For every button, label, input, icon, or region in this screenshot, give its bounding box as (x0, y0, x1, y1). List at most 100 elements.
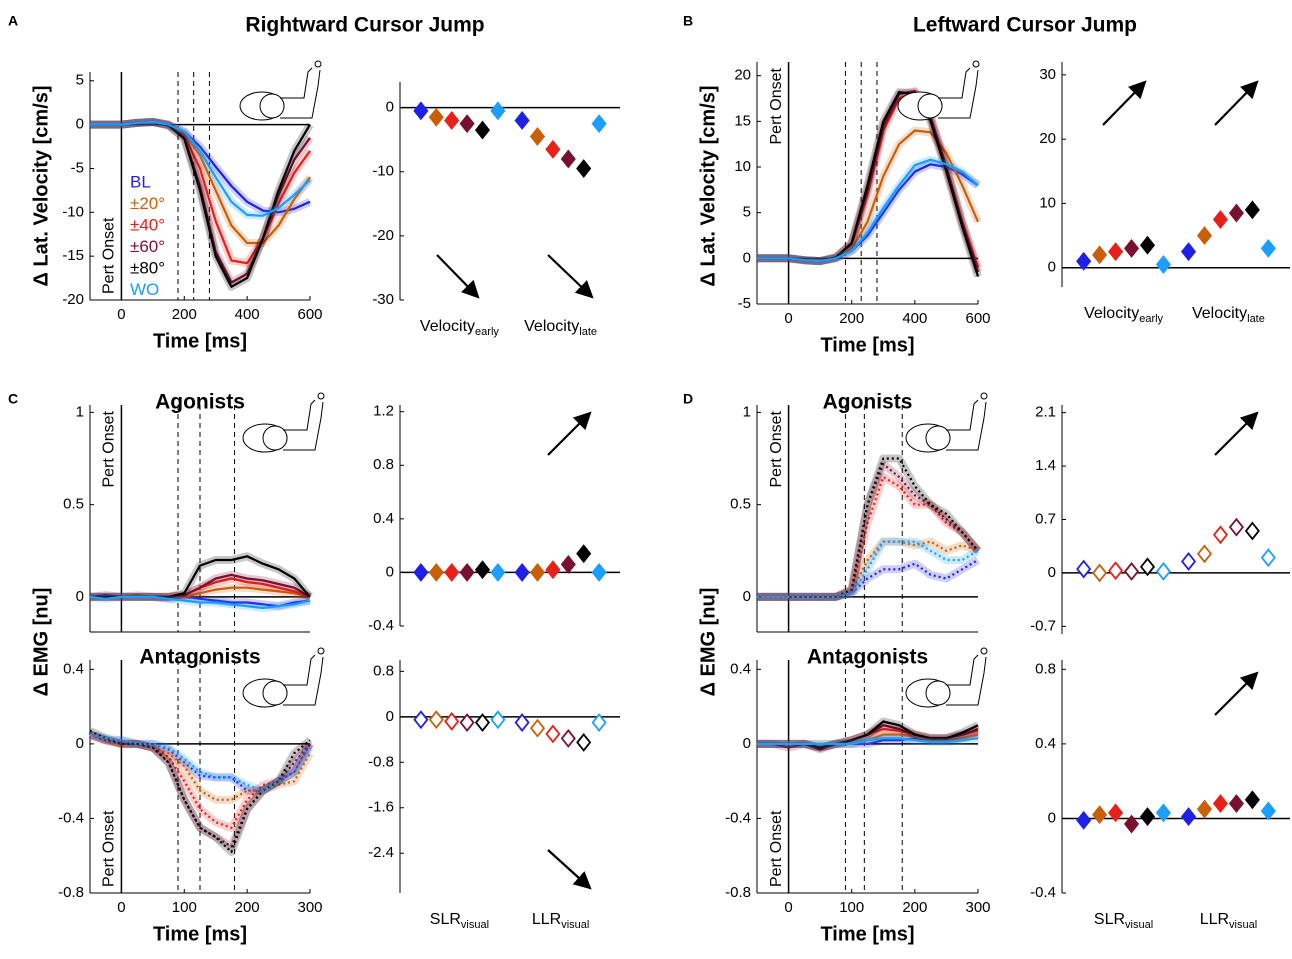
category-subscript: visual (561, 919, 589, 931)
panel-letter: D (683, 391, 693, 407)
hand-icon (972, 60, 980, 68)
diamond (1123, 238, 1140, 258)
y-tick-label: 0 (76, 735, 84, 752)
trend-arrow (1214, 411, 1259, 456)
diamond (1244, 200, 1260, 220)
x-tick-label: Velocityearly (1084, 305, 1163, 325)
category-name: Velocity (420, 318, 475, 335)
series-line (89, 729, 311, 854)
head-icon (917, 93, 943, 119)
diamond (444, 711, 460, 731)
diamond (428, 710, 444, 730)
y-tick-label: 0 (1048, 809, 1056, 826)
diamond (514, 111, 530, 130)
category-name: SLR (430, 911, 461, 928)
diamond (1180, 807, 1197, 827)
y-tick-label: -0.8 (58, 884, 84, 901)
panel-letter: A (8, 13, 18, 29)
head-icon (925, 425, 951, 451)
x-axis-label: Time [ms] (820, 334, 914, 356)
annotation: Pert Onset (101, 410, 118, 487)
y-tick-label: -0.8 (368, 753, 394, 770)
error-band (89, 730, 314, 795)
y-tick-label: 0.4 (63, 660, 84, 677)
y-tick-label: 20 (1039, 130, 1056, 147)
diamond (1244, 521, 1260, 541)
diamond (1108, 803, 1124, 823)
arm-icon (938, 67, 979, 119)
category-name: Velocity (1192, 305, 1247, 322)
trend-arrow (436, 254, 480, 299)
arm-icon (280, 67, 321, 119)
diamond (576, 544, 592, 564)
diamond (560, 554, 576, 574)
y-tick-label: 0 (76, 116, 84, 133)
diamond (459, 713, 475, 732)
y-tick-label: -0.8 (725, 884, 751, 901)
category-name: LLR (1200, 911, 1229, 928)
category-subscript: early (475, 326, 499, 338)
x-tick-label: 200 (172, 306, 197, 323)
y-tick-label: 1 (76, 403, 84, 420)
hand-icon (314, 60, 322, 68)
y-tick-label: -10 (372, 163, 394, 180)
diamond (1076, 810, 1092, 830)
diamond (428, 562, 444, 582)
series-line (757, 158, 979, 263)
diamond (1092, 805, 1108, 825)
x-tick-label: 0 (117, 899, 125, 916)
diamond (1196, 799, 1213, 819)
y-axis-label: Δ Lat. Velocity [cm/s] (697, 85, 719, 286)
diamond (490, 562, 506, 582)
panel-title: Rightward Cursor Jump (245, 14, 484, 37)
diamond (1244, 790, 1260, 810)
diamond (1212, 794, 1229, 813)
subplot-title: Agonists (155, 391, 245, 414)
y-tick-label: -5 (738, 295, 751, 312)
y-tick-label: 20 (734, 67, 751, 84)
diamond (413, 710, 429, 730)
subplot-title: Agonists (823, 391, 913, 414)
diamond (428, 107, 444, 127)
diamond (474, 560, 491, 580)
diamond (413, 562, 429, 582)
diamond (514, 562, 530, 582)
hand-icon (317, 647, 325, 655)
y-tick-label: 1.4 (1035, 457, 1056, 474)
category-subscript: late (1247, 313, 1265, 325)
x-tick-label: 300 (965, 899, 990, 916)
diamond (1180, 242, 1197, 262)
subplot-title: Antagonists (807, 646, 928, 669)
panel-title: Leftward Cursor Jump (913, 14, 1137, 37)
category-subscript: visual (461, 919, 489, 931)
category-subscript: visual (1229, 919, 1257, 931)
y-tick-label: 0.8 (1035, 660, 1056, 677)
y-axis-label: Δ EMG [nu] (697, 588, 719, 697)
y-axis-label: Δ EMG [nu] (30, 588, 52, 697)
y-tick-label: 0.7 (1035, 510, 1056, 527)
y-tick-label: 0 (743, 588, 751, 605)
diamond (1092, 563, 1108, 583)
diamond (1108, 242, 1124, 262)
diamond (490, 710, 506, 730)
y-tick-label: 30 (1039, 66, 1056, 83)
y-tick-label: 1 (743, 403, 751, 420)
y-tick-label: 5 (76, 72, 84, 89)
diamond (529, 127, 546, 146)
annotation: Pert Onset (768, 67, 785, 144)
diamond (1155, 803, 1172, 823)
diamond (1108, 561, 1124, 581)
annotation: Pert Onset (101, 810, 118, 887)
category-name: SLR (1094, 911, 1125, 928)
y-tick-label: 0 (1048, 564, 1056, 581)
legend-entry: ±40° (130, 215, 165, 234)
diamond (1196, 226, 1213, 246)
trend-arrow (547, 254, 594, 299)
y-tick-label: 0.4 (373, 510, 394, 527)
x-tick-label: 200 (902, 899, 927, 916)
y-tick-label: -15 (62, 247, 84, 264)
trend-arrow (547, 849, 592, 890)
head-icon (262, 425, 288, 451)
y-tick-label: 0 (743, 249, 751, 266)
